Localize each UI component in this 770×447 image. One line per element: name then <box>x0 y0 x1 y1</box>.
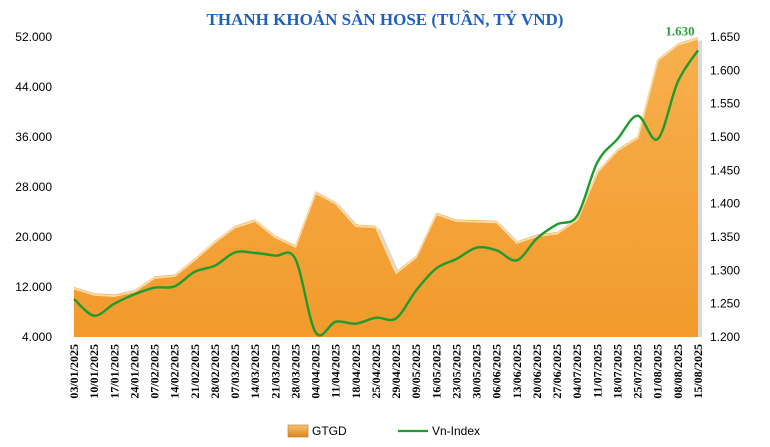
y-right-tick-label: 1.350 <box>710 230 740 244</box>
x-tick-label: 24/01/2025 <box>127 344 141 399</box>
x-tick-label: 01/08/2025 <box>651 344 665 399</box>
legend-label-vnindex: Vn-Index <box>432 424 480 438</box>
y-left-tick-label: 44.000 <box>15 80 52 94</box>
x-tick-label: 07/02/2025 <box>148 344 162 399</box>
x-tick-label: 07/03/2025 <box>228 344 242 399</box>
legend-swatch-gtgd <box>287 424 309 438</box>
legend-label-gtgd: GTGD <box>312 424 347 438</box>
x-tick-label: 10/01/2025 <box>87 344 101 399</box>
gtgd-area <box>74 37 698 337</box>
x-tick-label: 28/02/2025 <box>208 344 222 399</box>
x-tick-label: 15/08/2025 <box>691 344 705 399</box>
x-axis: 03/01/2025 10/01/2025 17/01/2025 24/01/2025… <box>67 344 705 399</box>
plot-area: 1.630 <box>73 23 702 337</box>
x-tick-label: 21/02/2025 <box>188 344 202 399</box>
x-tick-label: 11/04/2025 <box>329 344 343 398</box>
gtgd-area-edge <box>73 37 699 298</box>
chart-title: THANH KHOẢN SÀN HOSE (TUẦN, TỶ VND) <box>207 10 564 29</box>
x-tick-label: 04/04/2025 <box>309 344 323 399</box>
y-axis-left: 52.000 44.000 36.000 28.000 20.000 12.000 4.00… <box>15 30 52 344</box>
y-right-tick-label: 1.550 <box>710 97 740 111</box>
x-tick-label: 09/05/2025 <box>409 344 423 399</box>
x-tick-label: 30/05/2025 <box>470 344 484 399</box>
y-left-tick-label: 28.000 <box>15 180 52 194</box>
x-tick-label: 14/03/2025 <box>248 344 262 399</box>
x-tick-label: 25/07/2025 <box>631 344 645 399</box>
y-left-tick-label: 12.000 <box>15 280 52 294</box>
x-tick-label: 06/06/2025 <box>490 344 504 399</box>
vnindex-data-label: 1.630 <box>665 23 694 38</box>
y-right-tick-label: 1.400 <box>710 197 740 211</box>
y-right-tick-label: 1.600 <box>710 63 740 77</box>
y-right-tick-label: 1.300 <box>710 263 740 277</box>
x-tick-label: 28/03/2025 <box>288 344 302 399</box>
y-right-tick-label: 1.500 <box>710 130 740 144</box>
y-axis-right: 1.650 1.600 1.550 1.500 1.450 1.400 1.350 1.300… <box>710 30 740 344</box>
legend: GTGD Vn-Index <box>287 424 480 438</box>
y-left-tick-label: 36.000 <box>15 130 52 144</box>
x-tick-label: 18/04/2025 <box>349 344 363 399</box>
x-tick-label: 03/01/2025 <box>67 344 81 399</box>
x-tick-label: 27/06/2025 <box>550 344 564 399</box>
y-right-tick-label: 1.650 <box>710 30 740 44</box>
y-right-tick-label: 1.250 <box>710 297 740 311</box>
y-left-tick-label: 52.000 <box>15 30 52 44</box>
x-tick-label: 18/07/2025 <box>610 344 624 399</box>
x-tick-label: 11/07/2025 <box>590 344 604 398</box>
x-tick-label: 13/06/2025 <box>510 344 524 399</box>
x-tick-label: 14/02/2025 <box>168 344 182 399</box>
y-left-tick-label: 20.000 <box>15 230 52 244</box>
x-tick-label: 16/05/2025 <box>429 344 443 399</box>
y-left-tick-label: 4.000 <box>22 330 52 344</box>
x-tick-label: 04/07/2025 <box>570 344 584 399</box>
x-tick-label: 08/08/2025 <box>671 344 685 399</box>
x-tick-label: 29/04/2025 <box>389 344 403 399</box>
x-tick-label: 17/01/2025 <box>107 344 121 399</box>
vnindex-line <box>73 49 700 337</box>
x-tick-label: 21/03/2025 <box>268 344 282 399</box>
x-tick-label: 23/05/2025 <box>449 344 463 399</box>
y-right-tick-label: 1.450 <box>710 163 740 177</box>
x-tick-label: 25/04/2025 <box>369 344 383 399</box>
y-right-tick-label: 1.200 <box>710 330 740 344</box>
x-tick-label: 20/06/2025 <box>530 344 544 399</box>
